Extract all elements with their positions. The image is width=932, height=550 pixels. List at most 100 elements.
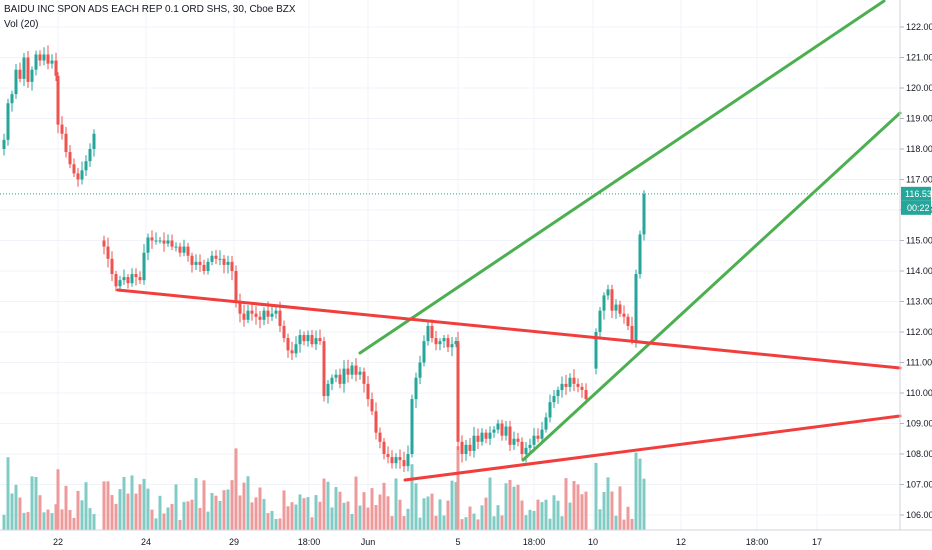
candle-body	[126, 277, 130, 284]
volume-bar	[68, 509, 72, 530]
volume-bar	[118, 489, 122, 530]
candle-body	[460, 441, 464, 454]
time-tick-label: Jun	[361, 537, 376, 547]
candle-body	[330, 377, 334, 384]
candle-body	[548, 402, 552, 418]
volume-bar	[114, 503, 118, 530]
candle-body	[528, 444, 532, 448]
candle-body	[18, 69, 22, 79]
volume-bar	[158, 495, 162, 530]
candle-body	[170, 240, 174, 247]
upper-channel-line[interactable]	[358, 0, 886, 355]
volume-bar	[314, 495, 318, 530]
candle-body	[194, 261, 198, 265]
price-tick-label: 120.00	[906, 83, 932, 93]
support-trendline[interactable]	[403, 414, 902, 482]
volume-bar	[572, 480, 576, 530]
price-tick-label: 110.00	[906, 388, 932, 398]
volume-bar	[170, 503, 174, 530]
candle-body	[622, 313, 626, 317]
candle-body	[326, 383, 330, 397]
candle-body	[398, 457, 402, 461]
resistance-trendline[interactable]	[116, 288, 902, 370]
candle-body	[210, 255, 214, 262]
time-tick-label: 5	[455, 537, 460, 547]
volume-bar	[146, 488, 150, 530]
volume-bar	[302, 498, 306, 530]
candle-body	[158, 240, 162, 242]
price-tick-label: 118.00	[906, 144, 932, 154]
volume-bar	[548, 518, 552, 530]
time-axis[interactable]: 22 24 29 18:00 Jun 5 18:00 10 12 18:00 17	[0, 529, 932, 547]
candle-body	[294, 344, 298, 354]
volume-bar	[130, 475, 134, 530]
candle-body	[38, 54, 42, 61]
volume-bar	[246, 476, 250, 530]
candle-body	[114, 274, 118, 287]
candle-body	[602, 295, 606, 311]
volume-bar	[598, 509, 602, 530]
volume-bar	[430, 493, 434, 530]
time-tick-label: 10	[588, 537, 598, 547]
price-axis[interactable]: 106.00 107.00 108.00 109.00 110.00 111.00 112.…	[899, 0, 932, 530]
candle-body	[118, 280, 122, 287]
volume-bar	[80, 500, 84, 530]
price-tick-label: 111.00	[906, 358, 932, 368]
volume-bar	[34, 476, 38, 530]
candle-body	[354, 365, 358, 375]
candle-body	[508, 426, 512, 445]
candle-body	[270, 313, 274, 317]
candle-body	[186, 246, 190, 256]
lower-channel-line[interactable]	[521, 111, 902, 462]
candle-body	[390, 457, 394, 464]
candle-body	[386, 454, 390, 458]
drawn-trendlines[interactable]	[116, 0, 902, 482]
volume-bar	[568, 502, 572, 530]
volume-bar	[634, 452, 638, 530]
price-badges: 116.53 00:22	[901, 186, 932, 215]
candle-body	[394, 457, 398, 464]
candle-body	[610, 289, 614, 311]
candle-body	[446, 338, 450, 348]
volume-bar	[126, 493, 130, 530]
volume-bar	[84, 482, 88, 530]
volume-bar	[618, 486, 622, 530]
volume-bar	[250, 502, 254, 530]
volume-bar	[72, 517, 76, 530]
volume-bar	[536, 499, 540, 530]
candle-body	[614, 304, 618, 311]
volume-bar	[22, 512, 26, 530]
volume-bar	[358, 505, 362, 530]
candle-body	[122, 277, 126, 281]
volume-bar	[298, 494, 302, 530]
price-tick-label: 112.00	[906, 327, 932, 337]
volume-bar	[186, 501, 190, 530]
candle-body	[26, 57, 30, 82]
volume-bar	[610, 491, 614, 530]
candle-body	[50, 60, 54, 64]
volume-study-label: Vol (20)	[4, 19, 39, 30]
price-tick-label: 122.00	[906, 22, 932, 32]
candle-body	[468, 444, 472, 451]
candle-body	[366, 383, 370, 400]
volume-bar	[456, 446, 460, 530]
volume-bar	[346, 501, 350, 530]
volume-bar	[322, 478, 326, 530]
candle-body	[150, 237, 154, 241]
volume-bar	[468, 506, 472, 530]
volume-bar	[102, 481, 106, 530]
volume-bar	[450, 480, 454, 530]
volume-bar	[6, 457, 10, 530]
volume-bar	[512, 486, 516, 530]
volume-bar	[544, 499, 548, 530]
volume-bar	[394, 478, 398, 530]
volume-bar	[560, 516, 564, 530]
candle-body	[540, 429, 544, 439]
volume-bar	[626, 506, 630, 530]
candle-body	[346, 368, 350, 375]
candle-body	[378, 432, 382, 442]
candle-body	[520, 441, 524, 454]
volume-bar	[10, 493, 14, 530]
candle-body	[598, 310, 602, 332]
